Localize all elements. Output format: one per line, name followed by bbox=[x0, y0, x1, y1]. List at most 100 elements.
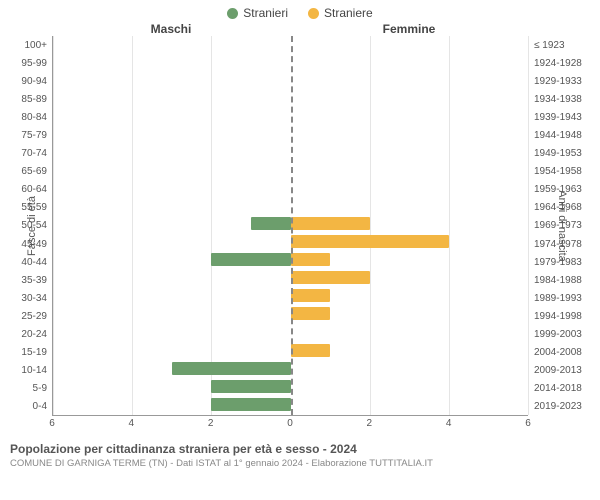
legend-label-female: Straniere bbox=[324, 6, 373, 20]
bar-half-female bbox=[291, 36, 529, 54]
bar-half-male bbox=[53, 145, 291, 163]
age-bracket-label: 10-14 bbox=[21, 365, 53, 376]
birth-year-label: 2009-2013 bbox=[528, 365, 582, 376]
birth-year-label: 2014-2018 bbox=[528, 383, 582, 394]
birth-year-label: 1929-1933 bbox=[528, 76, 582, 87]
birth-year-label: 1969-1973 bbox=[528, 220, 582, 231]
pyramid-plot: 100+≤ 192395-991924-192890-941929-193385… bbox=[52, 36, 528, 416]
bar-half-female bbox=[291, 199, 529, 217]
birth-year-label: 1934-1938 bbox=[528, 94, 582, 105]
column-headers: Maschi Femmine bbox=[0, 22, 600, 36]
age-bracket-label: 0-4 bbox=[33, 401, 53, 412]
bar-half-female bbox=[291, 253, 529, 271]
birth-year-label: 1924-1928 bbox=[528, 58, 582, 69]
bar-female bbox=[291, 344, 331, 357]
age-bracket-label: 70-74 bbox=[21, 148, 53, 159]
x-tick-label: 4 bbox=[129, 418, 135, 429]
bar-male bbox=[211, 253, 290, 266]
bar-male bbox=[211, 398, 290, 411]
bar-half-male bbox=[53, 199, 291, 217]
bar-male bbox=[211, 380, 290, 393]
bar-half-male bbox=[53, 326, 291, 344]
bar-male bbox=[251, 217, 291, 230]
x-tick-label: 2 bbox=[208, 418, 214, 429]
age-bracket-label: 55-59 bbox=[21, 202, 53, 213]
age-bracket-label: 60-64 bbox=[21, 184, 53, 195]
center-divider bbox=[291, 36, 293, 415]
chart-footer: Popolazione per cittadinanza straniera p… bbox=[0, 434, 600, 469]
bar-female bbox=[291, 235, 449, 248]
bar-half-male bbox=[53, 181, 291, 199]
bar-half-female bbox=[291, 181, 529, 199]
birth-year-label: 1974-1978 bbox=[528, 239, 582, 250]
legend-item-female: Straniere bbox=[308, 6, 373, 20]
bar-half-female bbox=[291, 362, 529, 380]
x-tick-label: 0 bbox=[287, 418, 293, 429]
bar-half-female bbox=[291, 344, 529, 362]
age-bracket-label: 85-89 bbox=[21, 94, 53, 105]
bar-half-female bbox=[291, 380, 529, 398]
age-bracket-label: 40-44 bbox=[21, 257, 53, 268]
bar-female bbox=[291, 217, 370, 230]
age-bracket-label: 75-79 bbox=[21, 130, 53, 141]
age-bracket-label: 95-99 bbox=[21, 58, 53, 69]
x-tick-label: 4 bbox=[446, 418, 452, 429]
bar-female bbox=[291, 271, 370, 284]
header-male: Maschi bbox=[52, 22, 290, 36]
age-bracket-label: 25-29 bbox=[21, 311, 53, 322]
bar-half-male bbox=[53, 217, 291, 235]
bar-half-female bbox=[291, 271, 529, 289]
bar-half-female bbox=[291, 90, 529, 108]
birth-year-label: 1949-1953 bbox=[528, 148, 582, 159]
age-bracket-label: 15-19 bbox=[21, 347, 53, 358]
birth-year-label: 1999-2003 bbox=[528, 329, 582, 340]
bar-half-female bbox=[291, 289, 529, 307]
bar-half-female bbox=[291, 235, 529, 253]
bar-half-male bbox=[53, 126, 291, 144]
bar-half-male bbox=[53, 380, 291, 398]
bar-half-male bbox=[53, 398, 291, 416]
legend-label-male: Stranieri bbox=[243, 6, 288, 20]
age-bracket-label: 5-9 bbox=[33, 383, 53, 394]
bar-half-female bbox=[291, 163, 529, 181]
x-tick-label: 6 bbox=[525, 418, 531, 429]
legend: Stranieri Straniere bbox=[0, 0, 600, 22]
bar-female bbox=[291, 253, 331, 266]
bar-half-male bbox=[53, 72, 291, 90]
birth-year-label: 1939-1943 bbox=[528, 112, 582, 123]
bar-half-male bbox=[53, 307, 291, 325]
age-bracket-label: 35-39 bbox=[21, 275, 53, 286]
legend-swatch-male bbox=[227, 8, 238, 19]
bar-half-male bbox=[53, 344, 291, 362]
legend-swatch-female bbox=[308, 8, 319, 19]
bar-male bbox=[172, 362, 291, 375]
age-bracket-label: 45-49 bbox=[21, 239, 53, 250]
header-female: Femmine bbox=[290, 22, 528, 36]
bar-half-male bbox=[53, 36, 291, 54]
age-bracket-label: 30-34 bbox=[21, 293, 53, 304]
legend-item-male: Stranieri bbox=[227, 6, 288, 20]
bar-half-male bbox=[53, 253, 291, 271]
age-bracket-label: 90-94 bbox=[21, 76, 53, 87]
x-axis: 6420246 bbox=[52, 416, 528, 434]
bar-half-male bbox=[53, 289, 291, 307]
bar-female bbox=[291, 289, 331, 302]
bar-half-female bbox=[291, 398, 529, 416]
bar-half-female bbox=[291, 307, 529, 325]
chart-title: Popolazione per cittadinanza straniera p… bbox=[10, 442, 590, 456]
birth-year-label: 1979-1983 bbox=[528, 257, 582, 268]
chart-area: Fasce di età Anni di nascita 100+≤ 19239… bbox=[0, 36, 600, 416]
birth-year-label: 1959-1963 bbox=[528, 184, 582, 195]
age-bracket-label: 50-54 bbox=[21, 220, 53, 231]
birth-year-label: 1954-1958 bbox=[528, 166, 582, 177]
bar-half-male bbox=[53, 108, 291, 126]
bar-half-male bbox=[53, 235, 291, 253]
bar-half-female bbox=[291, 72, 529, 90]
birth-year-label: 1944-1948 bbox=[528, 130, 582, 141]
birth-year-label: 1994-1998 bbox=[528, 311, 582, 322]
birth-year-label: 1984-1988 bbox=[528, 275, 582, 286]
bar-female bbox=[291, 307, 331, 320]
birth-year-label: 1964-1968 bbox=[528, 202, 582, 213]
bar-half-female bbox=[291, 126, 529, 144]
x-tick-label: 6 bbox=[49, 418, 55, 429]
